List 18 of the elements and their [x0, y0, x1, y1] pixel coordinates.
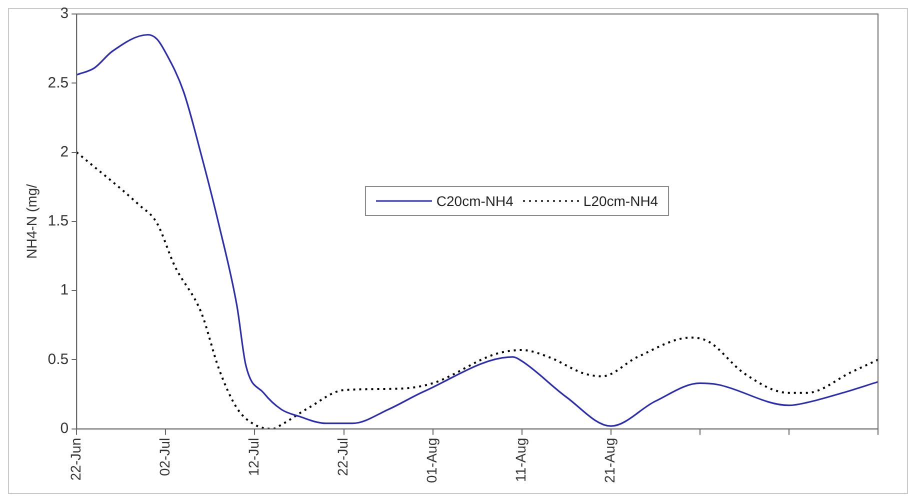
y-tick-label: 2.5	[48, 74, 69, 92]
y-axis-title: NH4-N (mg/	[23, 184, 40, 259]
y-tick-label: 1	[60, 282, 69, 299]
x-tick-label: 02-Jul	[156, 438, 173, 476]
x-tick-label: 22-Jun	[68, 438, 84, 481]
x-tick-label: 22-Jul	[334, 438, 351, 476]
legend-label: C20cm-NH4	[436, 192, 514, 209]
x-tick-label: 01-Aug	[424, 438, 440, 484]
y-tick-label: 0.5	[48, 350, 69, 368]
line-series	[76, 34, 878, 427]
y-tick-label: 1.5	[48, 212, 69, 230]
y-tick-label: 0	[60, 420, 69, 437]
x-tick-label: 21-Aug	[602, 438, 618, 484]
x-tick-label: 12-Jul	[246, 438, 262, 476]
y-tick-label: 2	[60, 143, 69, 160]
x-tick-label: 11-Aug	[512, 438, 529, 482]
legend-label: L20cm-NH4	[583, 192, 658, 209]
y-tick-label: 3	[60, 5, 69, 22]
